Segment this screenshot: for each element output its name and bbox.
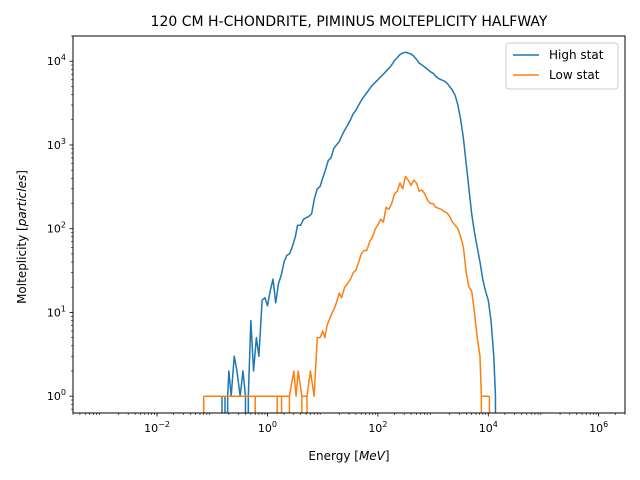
- legend-label-low-stat: Low stat: [549, 68, 600, 82]
- x-axis-ticks: 10−2 100 102 104 106: [72, 413, 626, 435]
- y-axis-label: Molteplicity [particles]: [15, 170, 29, 304]
- y-tick-label: 101: [47, 304, 66, 319]
- x-tick-label: 10−2: [144, 420, 170, 435]
- x-axis-label: Energy [MeV]: [308, 449, 389, 463]
- y-tick-label: 102: [47, 221, 66, 236]
- series-line-high-stat: [221, 51, 497, 397]
- x-tick-label: 104: [479, 420, 498, 435]
- plot-area: [202, 51, 497, 413]
- x-tick-label: 100: [258, 420, 277, 435]
- legend: High stat Low stat: [505, 42, 619, 90]
- chart-title: 120 CM H-CHONDRITE, PIMINUS MOLTEPLICITY…: [151, 14, 548, 30]
- y-tick-label: 100: [47, 388, 66, 403]
- legend-label-high-stat: High stat: [549, 48, 604, 62]
- y-tick-label: 104: [47, 53, 66, 68]
- x-tick-label: 106: [589, 420, 608, 435]
- axes-frame: [72, 35, 626, 414]
- series-line-low-stat: [203, 175, 490, 397]
- x-tick-label: 102: [368, 420, 387, 435]
- y-tick-label: 103: [47, 137, 66, 152]
